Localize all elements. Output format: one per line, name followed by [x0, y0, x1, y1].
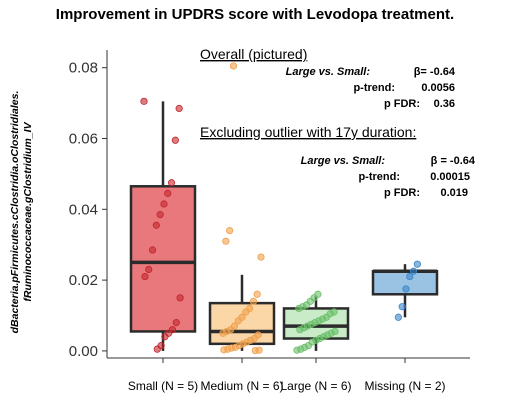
- excluding-ptrend-label: p-trend:: [358, 171, 400, 183]
- data-point: [222, 237, 230, 245]
- data-point: [141, 272, 149, 281]
- y-tick-label: 0.06: [69, 131, 98, 148]
- data-point: [229, 62, 238, 70]
- data-point: [160, 200, 168, 208]
- data-point: [148, 246, 157, 254]
- overall-beta: β= -0.64: [414, 66, 456, 78]
- chart-title: Improvement in UPDRS score with Levodopa…: [56, 6, 454, 23]
- data-point: [398, 303, 406, 311]
- data-point: [296, 326, 304, 334]
- data-point: [219, 329, 227, 337]
- excluding-ptrend-value: 0.00015: [430, 171, 470, 183]
- data-point: [409, 267, 418, 275]
- excluding-pfdr-label: p FDR:: [384, 187, 420, 199]
- box-1: [208, 274, 276, 351]
- data-point: [164, 189, 172, 197]
- y-axis-label-line2: fRuminococcaceae.gClostridium_IV: [22, 121, 34, 301]
- data-point: [394, 313, 402, 321]
- data-point: [152, 221, 160, 229]
- y-tick-label: 0.02: [69, 272, 98, 289]
- data-point: [257, 253, 265, 261]
- x-tick-label: Missing (N = 2): [364, 379, 445, 393]
- y-tick-label: 0.00: [69, 343, 98, 360]
- data-point: [167, 179, 176, 187]
- box-body: [129, 185, 197, 333]
- excluding-comparison-label: Large vs. Small:: [301, 155, 386, 167]
- data-point: [145, 265, 153, 274]
- box-body: [208, 301, 276, 346]
- data-point: [295, 304, 303, 313]
- overall-heading: Overall (pictured): [200, 46, 307, 62]
- x-tick-label: Large (N = 6): [280, 379, 351, 393]
- data-point: [172, 318, 180, 327]
- data-points: [140, 62, 421, 355]
- data-point: [156, 211, 164, 219]
- data-point: [171, 136, 179, 144]
- data-point: [161, 333, 169, 341]
- data-point: [153, 345, 161, 353]
- data-point: [413, 260, 421, 268]
- y-axis-label: dBacteria.pFirmicutes.cClostridia.oClost…: [9, 91, 34, 334]
- overall-comparison-label: Large vs. Small:: [286, 66, 371, 78]
- data-point: [226, 226, 234, 235]
- annotations: Overall (pictured) Large vs. Small: β= -…: [200, 46, 476, 199]
- data-point: [253, 290, 261, 298]
- y-axis-label-line1: dBacteria.pFirmicutes.cClostridia.oClost…: [9, 91, 21, 334]
- data-point: [220, 346, 228, 354]
- data-point: [406, 272, 414, 281]
- excluding-heading: Excluding outlier with 17y duration:: [200, 124, 416, 140]
- data-point: [293, 346, 301, 354]
- overall-pfdr-label: p FDR:: [384, 98, 420, 110]
- excluding-pfdr-value: 0.019: [440, 187, 468, 199]
- overall-pfdr-value: 0.36: [434, 98, 455, 110]
- y-tick-label: 0.04: [69, 201, 98, 218]
- data-point: [251, 346, 259, 355]
- x-tick-label: Small (N = 5): [128, 379, 198, 393]
- box-3: [371, 264, 439, 318]
- data-point: [242, 308, 250, 316]
- data-point: [176, 294, 184, 302]
- data-point: [175, 104, 183, 113]
- data-point: [234, 317, 242, 325]
- box-0: [129, 101, 197, 351]
- overall-ptrend-value: 0.0056: [421, 82, 455, 94]
- data-point: [140, 97, 148, 105]
- x-tick-label: Medium (N = 6): [200, 379, 283, 393]
- data-point: [249, 297, 257, 305]
- y-tick-label: 0.08: [69, 60, 98, 77]
- x-ticks: Small (N = 5) Medium (N = 6)Large (N = 6)…: [128, 358, 446, 393]
- excluding-beta: β = -0.64: [431, 155, 476, 167]
- data-point: [402, 285, 410, 293]
- y-ticks: 0.00 0.02 0.04 0.06 0.08: [69, 60, 107, 360]
- overall-ptrend-label: p-trend:: [353, 82, 395, 94]
